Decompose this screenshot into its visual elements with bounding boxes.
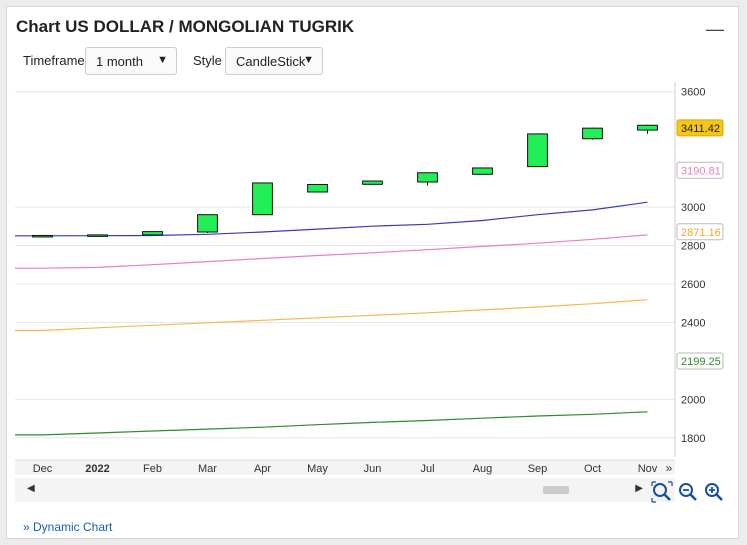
x-tick-label: May (307, 463, 328, 475)
x-tick-label: Sep (528, 463, 548, 475)
candlestick-chart[interactable]: 1800 2000 2400 2600 2800 3000 3600 3411.42 3190.… (15, 82, 735, 477)
candle (32, 234, 53, 238)
moving-average-line (15, 299, 648, 332)
y-tick-label: 2600 (681, 279, 705, 291)
candle (362, 180, 383, 185)
candle (307, 184, 328, 193)
timeframe-select[interactable]: 1 month ▼ (85, 47, 177, 75)
candle (87, 234, 108, 237)
x-axis-band (15, 460, 675, 475)
candle (472, 167, 493, 175)
moving-average-line (15, 234, 648, 269)
y-tick-label: 1800 (681, 433, 705, 445)
price-label-box (676, 119, 724, 137)
candle (142, 231, 163, 236)
price-label-box (676, 352, 724, 370)
price-label: 2199.25 (681, 356, 721, 368)
style-value: CandleStick (236, 54, 306, 69)
candle (197, 214, 218, 233)
style-label: Style (193, 53, 222, 68)
chart-panel: Chart US DOLLAR / MONGOLIAN TUGRIK — Tim… (6, 6, 739, 539)
price-label-box (676, 161, 724, 179)
y-tick-label: 2400 (681, 317, 705, 329)
x-tick-label: Oct (584, 463, 601, 475)
moving-average-line (15, 411, 648, 436)
timeframe-value: 1 month (96, 54, 143, 69)
x-tick-label: Jul (420, 463, 434, 475)
x-tick-label: Nov (638, 463, 658, 475)
page-title: Chart US DOLLAR / MONGOLIAN TUGRIK (16, 17, 355, 36)
y-tick-label: 3600 (681, 87, 705, 99)
x-tick-label: Feb (143, 463, 162, 475)
chevron-down-icon: ▼ (157, 54, 168, 66)
zoom-in-icon[interactable] (703, 481, 725, 503)
x-tick-label: 2022 (85, 463, 109, 475)
candle (637, 124, 658, 131)
candle (252, 182, 273, 216)
zoom-fit-icon[interactable] (651, 481, 673, 503)
scroll-left-icon[interactable]: ◀ (27, 483, 35, 494)
x-tick-label: Apr (254, 463, 271, 475)
dynamic-chart-link[interactable]: » Dynamic Chart (23, 520, 113, 534)
price-label: 3190.81 (681, 165, 721, 177)
x-tick-label: Aug (473, 463, 493, 475)
zoom-out-icon[interactable] (677, 481, 699, 503)
x-tick-label: Jun (364, 463, 382, 475)
scroll-right-icon[interactable]: ▶ (635, 483, 643, 494)
candle (417, 172, 438, 183)
y-tick-label: 2000 (681, 394, 705, 406)
x-tick-label: Dec (33, 463, 53, 475)
collapse-button[interactable]: — (706, 19, 724, 39)
price-label: 2871.16 (681, 227, 721, 239)
timeframe-label: Timeframe (23, 53, 85, 68)
style-select[interactable]: CandleStick ▼ (225, 47, 323, 75)
price-label: 3411.42 (681, 123, 720, 135)
x-tick-label: Mar (198, 463, 217, 475)
plot-area (15, 82, 675, 457)
chart-svg: 1800 2000 2400 2600 2800 3000 3600 3411.42 3190.… (15, 82, 724, 475)
y-tick-label: 3000 (681, 202, 705, 214)
candle (527, 133, 548, 168)
chevron-down-icon: ▼ (303, 54, 314, 66)
candle (582, 127, 603, 140)
scroll-more-icon[interactable]: » (666, 461, 673, 475)
scrollbar-thumb[interactable] (543, 486, 569, 494)
y-tick-label: 2800 (681, 240, 705, 252)
chart-scrollbar[interactable]: ◀ ▶ (15, 478, 675, 502)
price-label-box (676, 223, 724, 241)
